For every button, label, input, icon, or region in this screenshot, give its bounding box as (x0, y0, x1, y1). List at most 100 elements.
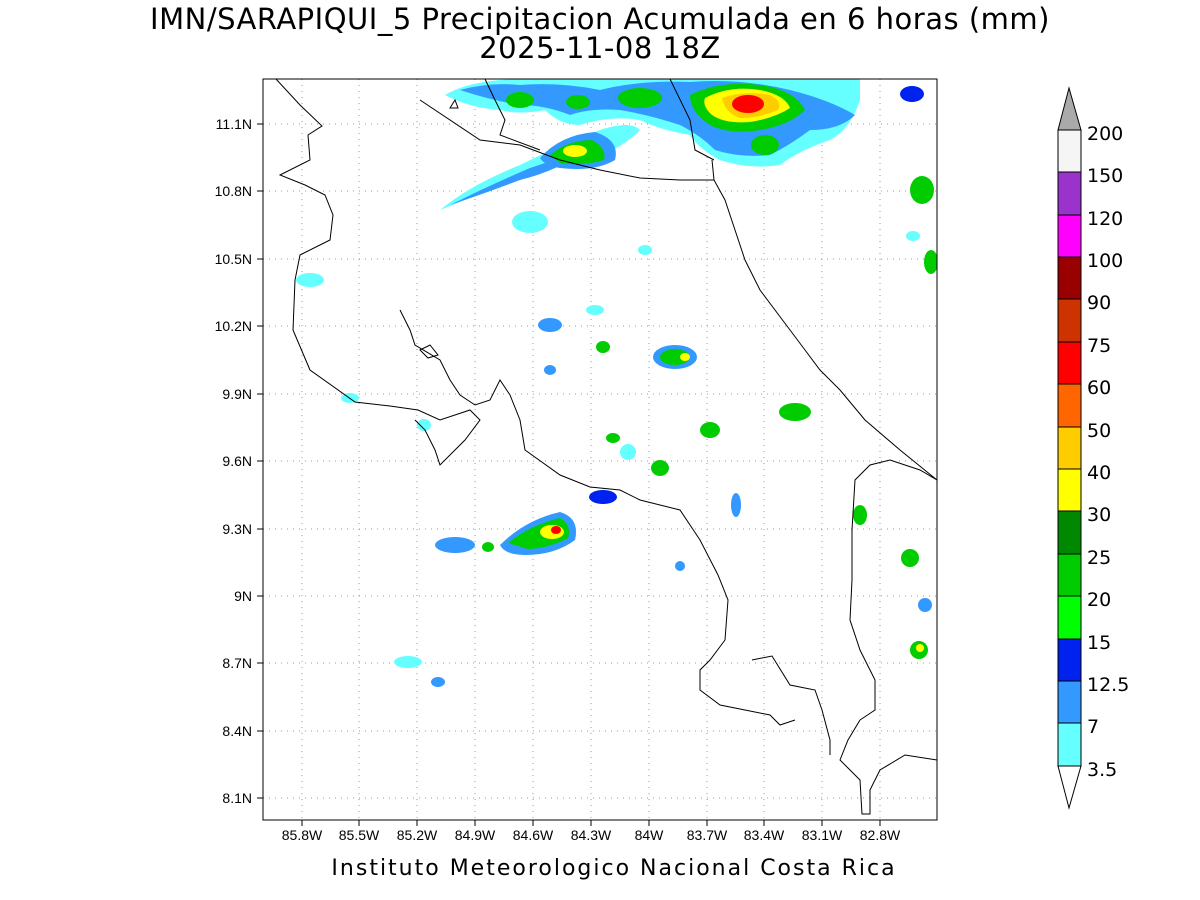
border-panama-south (849, 579, 876, 721)
precip-area-cell-84-4-yellow (563, 145, 587, 157)
precip-area-cell-10-0-yellow (680, 353, 690, 361)
colorbar-level-label: 60 (1087, 377, 1111, 399)
lon-tick-label: 84.9W (455, 827, 496, 843)
lon-tick-label: 83.1W (802, 827, 843, 843)
precip-area-cell-8-8-east-y (916, 644, 924, 652)
lon-tick-label: 83.7W (687, 827, 728, 843)
precip-area-cell-9-4 (589, 490, 617, 504)
precip-area-cell-10-6-e (906, 231, 920, 241)
precip-area-cell-10-0-w (544, 365, 556, 375)
precip-area-cell-10-2b (586, 305, 604, 315)
precip-area-north-cell-green-3 (566, 95, 590, 109)
map-datetime: 2025-11-08 18Z (479, 31, 721, 65)
colorbar-swatch (1057, 256, 1082, 300)
colorbar-swatch (1057, 722, 1082, 767)
precip-area-cell-9-1-east (901, 549, 919, 567)
precip-area-cell-10-0-green (660, 349, 690, 365)
precip-area-north-cell-green-4 (506, 92, 534, 108)
colorbar-swatch (1057, 553, 1082, 597)
grid-lines (263, 79, 937, 820)
precipitation-shading (296, 79, 937, 687)
colorbar-level-label: 200 (1087, 123, 1123, 145)
lon-tick-label: 85.2W (397, 827, 438, 843)
map-frame (262, 78, 938, 821)
colorbar-level-label: 75 (1087, 335, 1111, 357)
coastline-pacific-nicoya (275, 79, 481, 466)
map-title: IMN/SARAPIQUI_5 Precipitacion Acumulada … (150, 2, 1050, 36)
colorbar-level-label: 40 (1087, 462, 1111, 484)
colorbar-swatch (1057, 426, 1082, 470)
precip-area-cell-9-2b (482, 542, 494, 552)
lat-tick-label: 9N (234, 588, 252, 604)
coastline-burica (839, 719, 937, 815)
coastline-lake-islet (449, 98, 459, 109)
precip-area-ne-cell-2 (924, 250, 937, 274)
precip-area-cell-9-2-e (675, 561, 685, 571)
lat-tick-label: 11.1N (216, 116, 252, 132)
precip-area-cell-10-5 (638, 245, 652, 255)
colorbar-level-label: 7 (1087, 716, 1099, 738)
precip-area-cell-10-4 (296, 273, 324, 287)
precip-area-ne-cell-3 (900, 86, 924, 102)
precip-area-cell-9-3-east (853, 505, 867, 525)
lon-tick-label: 85.8W (282, 827, 323, 843)
lat-tick-label: 8.4N (222, 723, 252, 739)
colorbar-bottom-arrow (1057, 765, 1082, 810)
colorbar-swatch (1057, 468, 1082, 512)
lon-tick-label: 84.3W (571, 827, 612, 843)
precip-area-cell-9-6 (651, 460, 669, 476)
precip-area-cell-9-7 (700, 422, 720, 438)
lon-tick-label: 84.6W (513, 827, 554, 843)
colorbar-level-label: 25 (1087, 547, 1111, 569)
footer-credit: Instituto Meteorologico Nacional Costa R… (331, 856, 897, 881)
precip-area-cell-10-2 (538, 318, 562, 332)
precip-area-cell-9-7b (606, 433, 620, 443)
coastline-nicoya-gulf (399, 309, 796, 726)
colorbar: 200 150 120 100 90 75 60 50 40 30 25 20 … (1057, 86, 1129, 810)
colorbar-level-label: 50 (1087, 420, 1111, 442)
coastline-osa (751, 655, 831, 755)
lon-tick-label: 83.4W (744, 827, 785, 843)
precip-area-cell-8-9-east (918, 598, 932, 612)
lon-tick-label: 82.8W (860, 827, 901, 843)
precip-area-north-core-red (732, 95, 764, 113)
precip-area-north-cell-green-2 (618, 88, 662, 108)
coastline-chira-island (419, 344, 439, 359)
longitude-axis: 85.8W 85.5W 85.2W 84.9W 84.6W 84.3W 84W … (282, 820, 901, 843)
colorbar-swatch (1057, 638, 1082, 682)
precip-area-cell-9-8 (779, 403, 811, 421)
colorbar-swatch (1057, 383, 1082, 428)
precip-area-cell-9-6-b (620, 444, 636, 460)
colorbar-swatch (1057, 129, 1082, 173)
colorbar-swatch (1057, 214, 1082, 258)
colorbar-level-label: 3.5 (1087, 759, 1117, 781)
border-costa-rica-panama (851, 459, 937, 580)
lat-tick-label: 10.2N (215, 318, 252, 334)
precip-area-cell-10-8 (512, 211, 548, 233)
colorbar-swatch (1057, 680, 1082, 724)
border-north-river (669, 79, 715, 161)
precip-area-north-cell-green (751, 135, 779, 155)
colorbar-level-label: 100 (1087, 250, 1123, 272)
colorbar-level-label: 12.5 (1087, 674, 1129, 696)
colorbar-swatch (1057, 510, 1082, 555)
precip-area-cell-9-7-w (417, 419, 431, 431)
precip-area-cell-9-4-e (731, 493, 741, 517)
precip-area-cell-10-1 (596, 341, 610, 353)
colorbar-level-label: 30 (1087, 504, 1111, 526)
precip-area-cell-9-2 (435, 537, 475, 553)
lat-tick-label: 10.8N (215, 183, 252, 199)
colorbar-level-label: 150 (1087, 165, 1123, 187)
colorbar-swatch (1057, 171, 1082, 216)
latitude-axis: 11.1N 10.8N 10.5N 10.2N 9.9N 9.6N 9.3N 9… (215, 116, 263, 806)
colorbar-level-label: 20 (1087, 589, 1111, 611)
coastline-caribbean (711, 159, 937, 481)
precip-area-cell-8-6 (431, 677, 445, 687)
colorbar-swatch (1057, 595, 1082, 640)
colorbar-level-label: 120 (1087, 208, 1123, 230)
precip-area-cell-9-3-red (551, 526, 561, 534)
colorbar-level-label: 15 (1087, 632, 1111, 654)
coastlines (275, 79, 937, 815)
colorbar-level-label: 90 (1087, 292, 1111, 314)
